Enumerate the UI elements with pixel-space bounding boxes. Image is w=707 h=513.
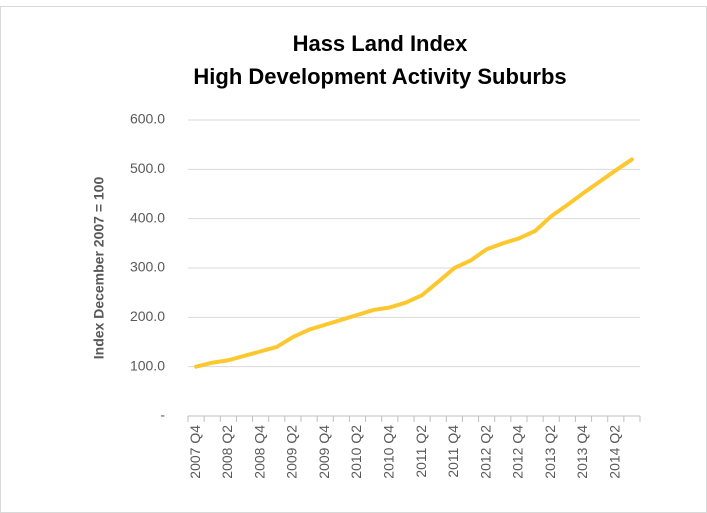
y-tick-label: 600.0	[130, 111, 165, 127]
x-tick-label: 2007 Q4	[187, 425, 203, 479]
x-tick-label: 2009 Q2	[284, 425, 300, 479]
chart-title: Hass Land Index	[293, 31, 469, 56]
x-tick-label: 2008 Q4	[251, 425, 267, 479]
x-tick-label: 2010 Q2	[348, 425, 364, 479]
y-tick-label: 300.0	[130, 259, 165, 275]
y-tick-label: 200.0	[130, 308, 165, 324]
x-tick-label: 2013 Q4	[574, 425, 590, 479]
data-line	[194, 157, 634, 369]
x-tick-label: 2012 Q2	[477, 425, 493, 479]
chart-title: High Development Activity Suburbs	[193, 64, 566, 89]
x-tick-label: 2011 Q2	[413, 425, 429, 478]
y-tick-label: 400.0	[130, 209, 165, 225]
x-tick-label: 2014 Q2	[606, 425, 622, 479]
x-tick-label: 2013 Q2	[542, 425, 558, 479]
x-tick-label: 2010 Q4	[380, 425, 396, 479]
y-tick-label: 500.0	[130, 160, 165, 176]
x-tick-label: 2009 Q4	[316, 425, 332, 479]
x-tick-label: 2011 Q4	[445, 425, 461, 478]
y-tick-label: -	[160, 407, 165, 423]
y-axis-label: Index December 2007 = 100	[91, 177, 107, 360]
x-tick-label: 2012 Q4	[510, 425, 526, 479]
x-tick-label: 2008 Q2	[219, 425, 235, 479]
y-tick-label: 100.0	[130, 357, 165, 373]
